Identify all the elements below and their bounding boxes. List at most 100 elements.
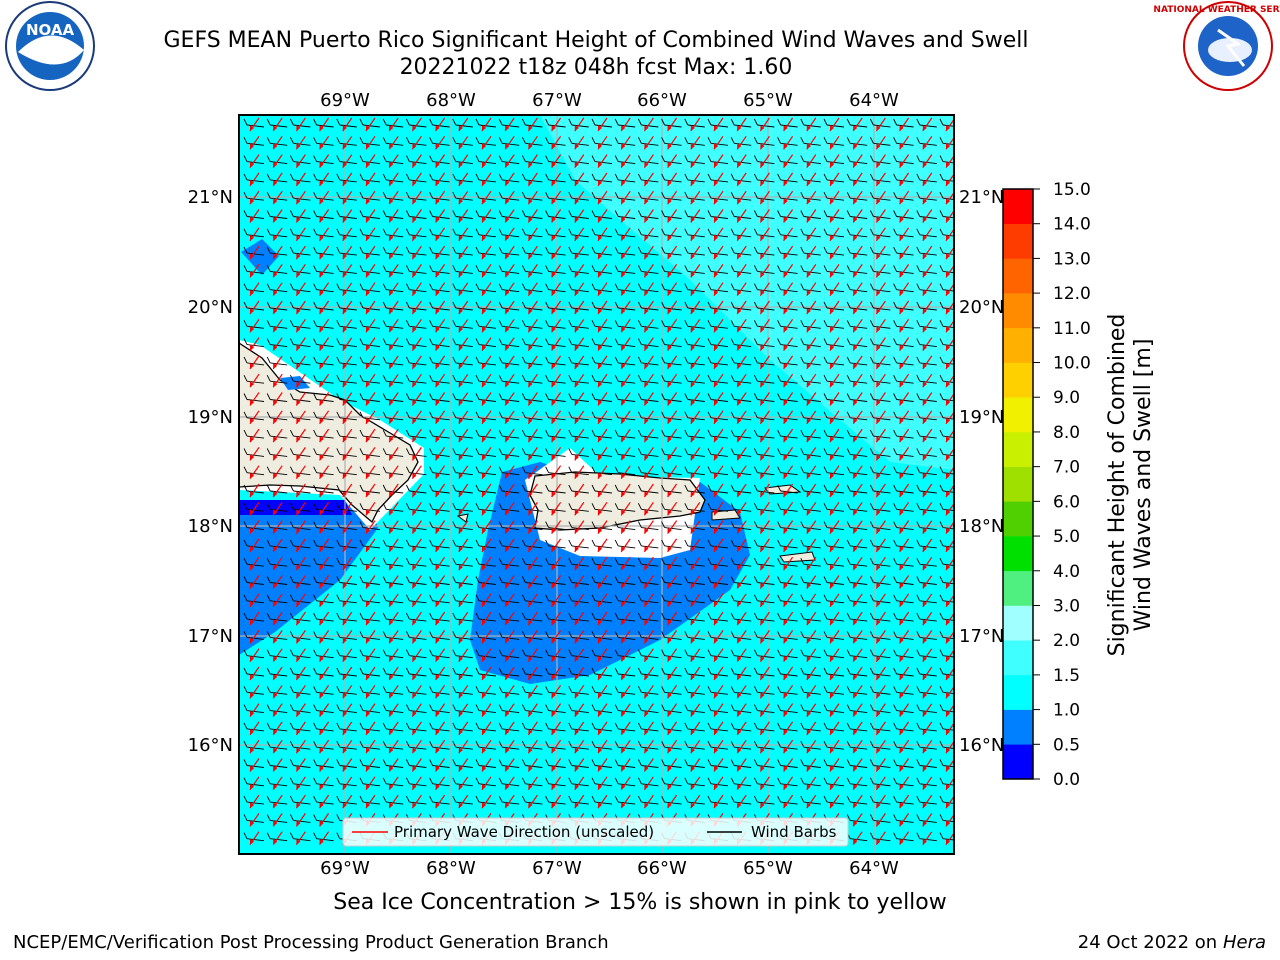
wave-arrow-head — [830, 509, 834, 516]
wave-arrow-head — [899, 600, 904, 607]
wind-barb — [455, 746, 473, 750]
wave-arrow-head — [922, 198, 927, 205]
wind-barb — [826, 545, 845, 549]
wind-barb — [896, 453, 914, 457]
wave-arrow-head — [806, 655, 811, 662]
wind-barb — [757, 746, 775, 750]
wave-arrow-head — [435, 802, 440, 809]
wind-barb — [432, 270, 450, 274]
wind-barb-flag — [846, 740, 851, 748]
chart-title: GEFS MEAN Puerto Rico Significant Height… — [163, 28, 1029, 53]
wave-arrow-head — [783, 802, 788, 809]
wind-barb-flag — [777, 740, 782, 748]
wind-barb-flag — [823, 137, 828, 144]
wave-arrow-head — [250, 344, 254, 351]
wind-barb — [571, 673, 589, 677]
wind-barb-flag — [800, 466, 805, 473]
wind-barb — [386, 399, 404, 402]
wave-arrow-head — [598, 491, 602, 497]
wave-arrow-head — [737, 783, 742, 790]
wind-barb-flag — [429, 320, 434, 327]
wave-arrow-head — [412, 619, 417, 626]
wave-arrow-head — [760, 728, 765, 735]
wind-barb — [780, 344, 798, 348]
wind-barb — [942, 435, 954, 438]
wind-barb-flag — [521, 265, 526, 272]
wave-arrow-head — [435, 344, 440, 351]
wind-barb-flag — [846, 557, 851, 565]
wind-barb — [502, 673, 520, 677]
wave-arrow-head — [621, 454, 626, 461]
wind-barb-flag — [475, 521, 480, 528]
wind-barb — [339, 399, 357, 402]
wind-barb-flag — [568, 704, 573, 711]
wave-arrow-head — [551, 637, 556, 644]
wind-barb — [919, 636, 937, 640]
wave-arrow-head — [528, 344, 533, 351]
wind-barb-flag — [800, 320, 805, 327]
wave-arrow-head — [482, 509, 486, 516]
wave-arrow-head — [714, 564, 718, 571]
wind-barb — [896, 307, 914, 311]
wave-arrow-head — [296, 674, 301, 680]
wave-arrow-head — [899, 454, 904, 461]
wind-barb-flag — [475, 393, 480, 400]
wave-arrow-head — [574, 728, 579, 735]
wind-barb-flag — [753, 594, 758, 602]
wind-barb-flag — [545, 320, 550, 327]
wave-arrow-head — [621, 765, 626, 772]
wind-barb-flag — [591, 191, 596, 199]
wind-barb-flag — [452, 393, 457, 400]
wind-barb — [757, 362, 775, 366]
wind-barb-flag — [823, 740, 828, 748]
wave-arrow-head — [366, 527, 370, 534]
wind-barb — [432, 289, 450, 293]
wind-barb-flag — [429, 246, 434, 254]
wind-barb-flag — [637, 576, 642, 583]
wind-barb — [525, 728, 543, 732]
wave-arrow-head — [644, 362, 649, 369]
wind-barb-flag — [521, 338, 526, 345]
wave-arrow-head — [574, 472, 579, 479]
wind-barb — [896, 344, 914, 348]
wind-barb-flag — [823, 704, 828, 711]
wave-arrow-head — [273, 765, 278, 772]
wind-barb — [826, 124, 845, 128]
wind-barb — [896, 490, 914, 494]
wind-barb-flag — [637, 155, 642, 162]
wind-barb — [734, 582, 752, 585]
wave-arrow-head — [946, 362, 950, 369]
wave-arrow-head — [830, 564, 834, 571]
wave-arrow-head — [690, 362, 695, 369]
wind-barb-flag — [243, 539, 248, 547]
wind-barb — [803, 124, 821, 128]
wind-barb-flag — [498, 686, 503, 693]
wind-barb — [316, 618, 334, 622]
wind-barb-flag — [869, 429, 874, 437]
wind-barb — [571, 252, 589, 256]
wind-barb-flag — [614, 777, 619, 785]
wind-barb — [803, 508, 821, 512]
wind-barb — [502, 344, 520, 348]
wave-arrow-head — [667, 582, 672, 589]
wave-arrow-head — [598, 655, 602, 662]
wind-barb — [919, 435, 937, 439]
wave-arrow-head — [830, 619, 834, 626]
wind-barb — [710, 563, 729, 567]
wind-barb-flag — [521, 649, 526, 656]
wind-barb-flag — [846, 118, 851, 126]
wave-arrow-head — [319, 728, 324, 735]
wave-arrow-head — [830, 143, 834, 150]
wind-barb — [316, 563, 334, 567]
wind-barb — [502, 399, 520, 402]
wind-barb-flag — [521, 539, 526, 547]
wind-barb — [432, 783, 450, 787]
wind-barb-flag — [777, 704, 782, 711]
wind-barb-flag — [521, 448, 526, 455]
wind-barb — [710, 161, 729, 165]
wind-barb-flag — [313, 667, 318, 675]
wind-barb-flag — [475, 594, 480, 602]
wind-barb-flag — [336, 338, 341, 345]
wind-barb-flag — [893, 448, 898, 455]
wave-arrow-head — [598, 381, 602, 388]
